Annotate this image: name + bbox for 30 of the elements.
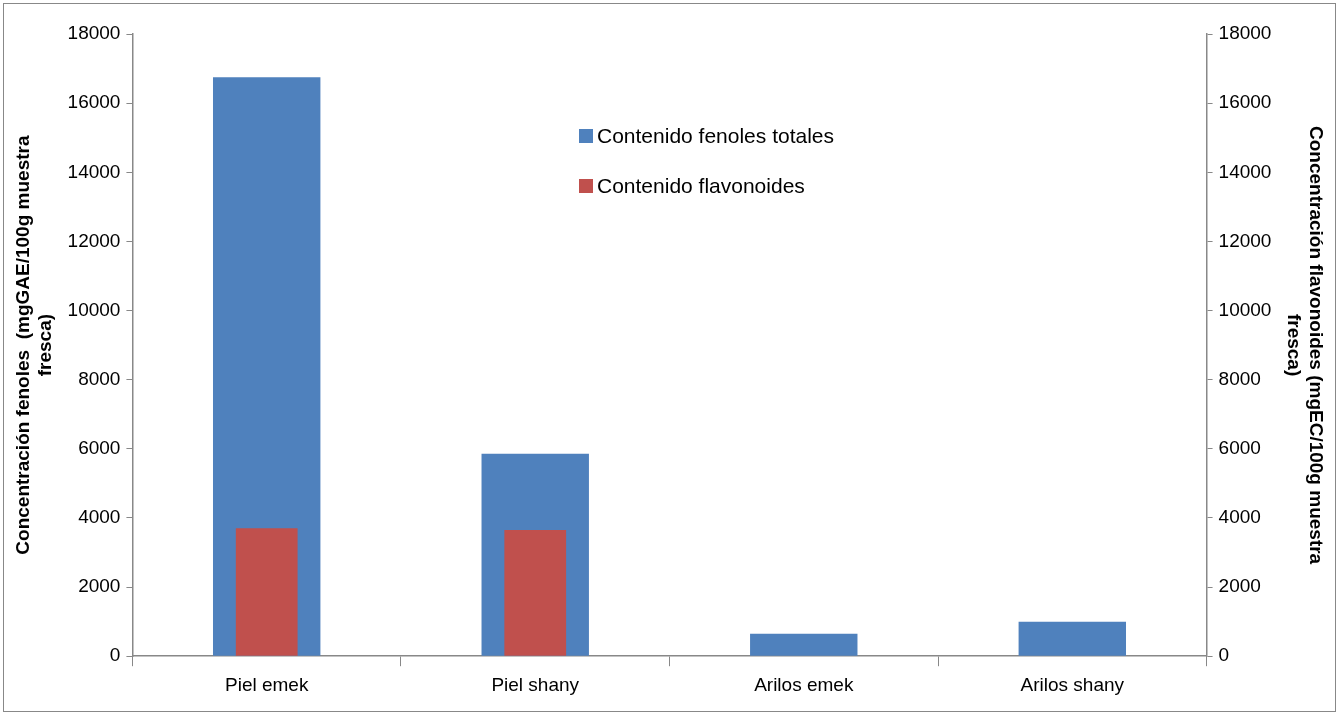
bar: [1018, 621, 1127, 656]
y-tick-label: 8000: [78, 367, 121, 389]
bar: [750, 633, 858, 656]
y2-tick-label: 14000: [1218, 160, 1272, 182]
y-axis-title: Concentración fenoles (mgGAE/100g muestra fresca): [11, 135, 56, 555]
legend-label: Contenido fenoles totales: [597, 124, 834, 148]
y2-tick-label: 8000: [1218, 367, 1261, 389]
y2-tick-label: 12000: [1218, 229, 1272, 251]
y-tick-label: 0: [109, 644, 121, 666]
y-tick-label: 16000: [67, 91, 121, 113]
y-tick-label: 18000: [67, 22, 121, 44]
x-tick-label: Arilos emek: [754, 673, 854, 695]
x-tick-label: Piel shany: [491, 673, 580, 695]
y-tick-label: 2000: [78, 575, 121, 597]
legend-label: Contenido flavonoides: [597, 174, 805, 198]
x-tick-label: Piel emek: [224, 673, 309, 695]
y2-tick-label: 0: [1218, 644, 1230, 666]
y-tick-label: 4000: [78, 506, 121, 528]
y2-tick-label: 16000: [1218, 91, 1272, 113]
y-tick-label: 10000: [67, 298, 121, 320]
y2-tick-label: 2000: [1218, 575, 1261, 597]
y2-tick-label: 4000: [1218, 506, 1261, 528]
y2-tick-label: 6000: [1218, 437, 1261, 459]
y-tick-label: 14000: [67, 160, 121, 182]
y2-axis-title: Concentración flavonoides (mgEC/100g muestra fresca): [1283, 126, 1328, 565]
y-tick-label: 12000: [67, 229, 121, 251]
y2-tick-label: 10000: [1218, 298, 1272, 320]
x-tick-label: Arilos shany: [1020, 673, 1125, 695]
y2-tick-label: 18000: [1218, 22, 1272, 44]
y-tick-label: 6000: [78, 437, 121, 459]
